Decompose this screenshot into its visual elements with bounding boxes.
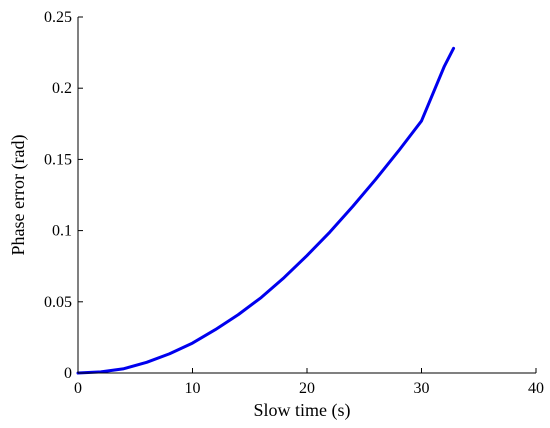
y-tick-label: 0.15 (44, 151, 72, 168)
y-axis-title: Phase error (rad) (8, 135, 29, 256)
y-tick-label: 0.2 (52, 80, 72, 97)
y-tick-label: 0.1 (52, 223, 72, 240)
x-axis-title: Slow time (s) (254, 400, 351, 421)
x-tick-label: 20 (299, 380, 315, 397)
x-tick-label: 10 (185, 380, 201, 397)
plot-area (76, 46, 456, 375)
x-axis: 0 10 20 30 40 (74, 368, 544, 397)
y-tick-label: 0.05 (44, 294, 72, 311)
x-tick-label: 40 (528, 380, 544, 397)
x-tick-label: 0 (74, 380, 82, 397)
x-tick-label: 30 (414, 380, 430, 397)
y-tick-label: 0 (64, 365, 72, 382)
y-axis: 0 0.05 0.1 0.15 0.2 0.25 (44, 9, 83, 382)
series-line (76, 46, 456, 375)
y-tick-label: 0.25 (44, 9, 72, 26)
